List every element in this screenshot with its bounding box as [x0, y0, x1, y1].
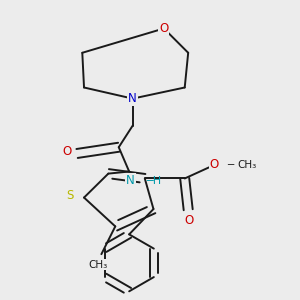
Text: ─H: ─H [146, 176, 162, 186]
Text: S: S [66, 189, 73, 202]
Text: O: O [62, 145, 71, 158]
Text: N: N [128, 92, 137, 105]
Text: N: N [126, 174, 135, 187]
Text: O: O [159, 22, 169, 35]
Text: O: O [210, 158, 219, 171]
Text: O: O [184, 214, 193, 226]
Text: CH₃: CH₃ [88, 260, 107, 270]
Text: ─: ─ [227, 160, 234, 170]
Text: CH₃: CH₃ [238, 160, 257, 170]
